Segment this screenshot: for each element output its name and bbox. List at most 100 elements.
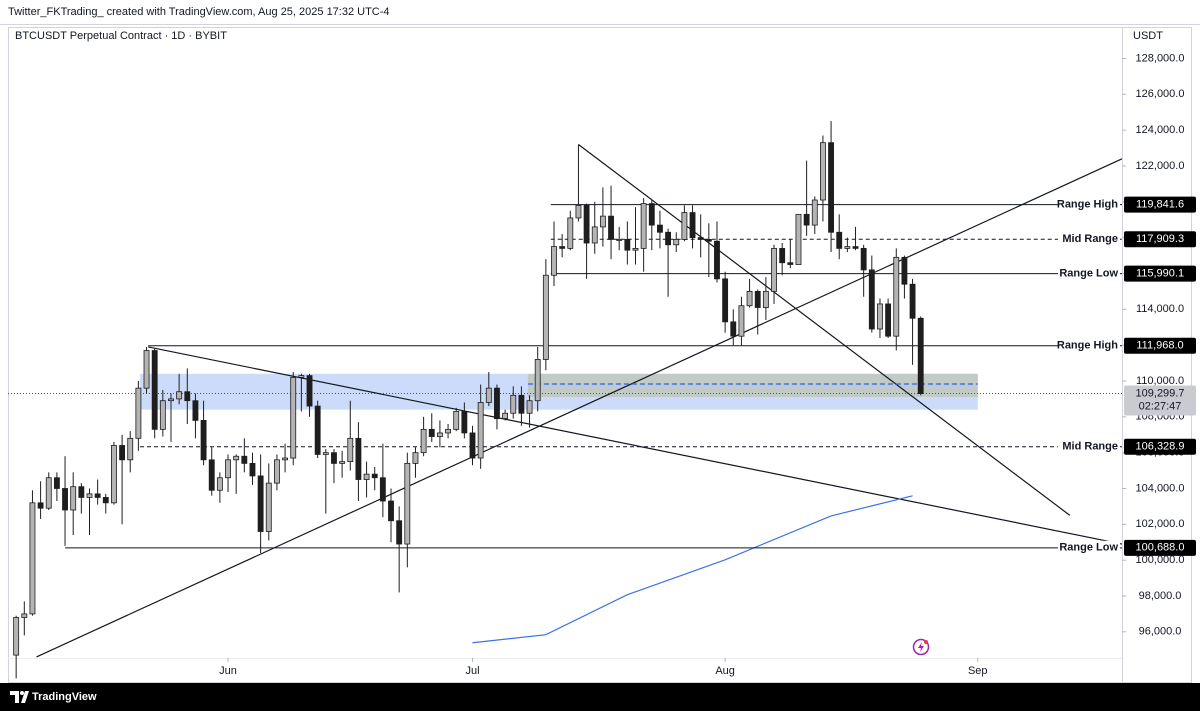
candle-body (363, 473, 370, 480)
level-label-bg (1058, 232, 1120, 247)
candle-body (901, 256, 908, 285)
y-tick-label: 102,000.0 (1136, 518, 1185, 530)
candle-body (94, 493, 101, 498)
candle-body (510, 394, 517, 414)
candle-body (803, 213, 810, 226)
candle-body (551, 246, 557, 276)
footer-bar (0, 683, 1200, 711)
candle-body (681, 212, 688, 240)
candle-body (771, 247, 777, 292)
level-label: Range High (1057, 199, 1118, 211)
candle-body (53, 477, 60, 489)
candle-body (249, 463, 256, 477)
candle-body (306, 375, 313, 407)
level-value-box (1124, 337, 1196, 354)
candle-body (893, 256, 900, 337)
candle-body (673, 239, 680, 246)
candle-body (119, 445, 126, 461)
candle-body (665, 231, 672, 246)
candle-body (273, 459, 280, 484)
candle-body (102, 497, 109, 504)
level-label: Range Low (1059, 542, 1118, 554)
level-label-bg (1058, 439, 1120, 454)
candle-body (844, 246, 851, 249)
y-tick-label: 122,000.0 (1136, 160, 1185, 172)
candle-body (860, 247, 867, 271)
level-value-box (1124, 265, 1196, 282)
level-value: 111,968.0 (1136, 340, 1183, 352)
candle-body (795, 213, 802, 265)
level-value: 100,688.0 (1136, 542, 1185, 554)
candle-body (559, 246, 566, 249)
last-price-label: 109,299.7 (1136, 387, 1185, 399)
candle-body (624, 239, 631, 251)
candle-body (45, 477, 52, 509)
candle-body (331, 452, 337, 464)
candle-body (404, 463, 411, 545)
candle-body (640, 203, 647, 249)
candle-body (184, 391, 191, 402)
candle-body (852, 246, 859, 249)
level-label: Range High (1057, 340, 1118, 352)
y-tick-label: 98,000.0 (1139, 590, 1182, 602)
chart-title: BTCUSDT Perpetual Contract · 1D · BYBIT (15, 30, 227, 42)
candle-body (70, 486, 77, 511)
y-tick-label: 104,000.0 (1136, 482, 1185, 494)
candle-body (575, 204, 582, 219)
x-tick-label: Jul (465, 665, 479, 677)
candle-body (697, 237, 704, 240)
footer-logo (10, 691, 29, 703)
candle-body (762, 290, 769, 308)
candle-body (168, 398, 174, 402)
level-value-box (1124, 539, 1196, 556)
candle-body (779, 247, 786, 264)
trend-line (578, 143, 1071, 516)
level-label: Range Low (1059, 268, 1118, 280)
candle-body (828, 142, 834, 233)
y-axis-label: USDT (1133, 30, 1163, 42)
labels: Range High 119,841.6 Mid Range 117,909.3 Ran… (1057, 196, 1196, 556)
level-label-bg (1058, 197, 1120, 212)
candle-body (518, 394, 525, 414)
trend-line (472, 495, 913, 644)
candle-body (591, 226, 598, 244)
candle-body (811, 199, 818, 226)
candle-body (722, 278, 729, 323)
candle-body (469, 432, 476, 459)
candle-body (420, 428, 427, 454)
candle-body (86, 493, 93, 498)
candle-body (477, 402, 484, 459)
y-tick-label: 110,000.0 (1136, 375, 1184, 387)
candle-body (738, 305, 745, 337)
trend-line (36, 158, 1123, 658)
candle-body (714, 240, 720, 280)
candle-body (62, 488, 68, 511)
candle-body (599, 215, 606, 228)
candle-body (632, 247, 639, 251)
alert-icon (912, 638, 930, 656)
candle-body (396, 520, 403, 545)
candle-body (461, 411, 468, 434)
x-tick-label: Jun (219, 665, 237, 677)
y-tick-label: 114,000.0 (1136, 303, 1184, 315)
candle-body (388, 500, 394, 522)
candle-body (885, 303, 892, 337)
level-value: 106,328.9 (1136, 441, 1185, 453)
candle-body (339, 461, 346, 464)
candle-body (111, 445, 117, 504)
candle-body (567, 217, 574, 249)
level-label-bg (1058, 266, 1120, 281)
level-value-box (1124, 438, 1196, 455)
candle-body (526, 400, 533, 414)
candle-body (13, 617, 20, 656)
candle-body (151, 350, 158, 430)
candle-body (21, 613, 28, 618)
candle-body (705, 239, 712, 242)
candle-body (135, 387, 142, 439)
level-label: Mid Range (1062, 441, 1118, 453)
candle-body (616, 239, 623, 241)
candle-body (445, 428, 451, 434)
candle-body (502, 412, 509, 420)
